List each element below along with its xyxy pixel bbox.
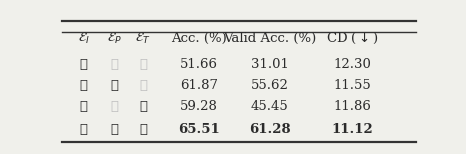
Text: ✓: ✓ xyxy=(80,58,88,71)
Text: ✗: ✗ xyxy=(110,100,118,113)
Text: ✓: ✓ xyxy=(80,100,88,113)
Text: ✓: ✓ xyxy=(80,123,88,136)
Text: 31.01: 31.01 xyxy=(251,58,288,71)
Text: ✓: ✓ xyxy=(110,123,118,136)
Text: ✓: ✓ xyxy=(139,123,147,136)
Text: 12.30: 12.30 xyxy=(334,58,371,71)
Text: 11.55: 11.55 xyxy=(334,79,371,92)
Text: 11.86: 11.86 xyxy=(334,100,371,113)
Text: 61.28: 61.28 xyxy=(249,123,290,136)
Text: 45.45: 45.45 xyxy=(251,100,288,113)
Text: ✗: ✗ xyxy=(139,79,147,92)
Text: ✓: ✓ xyxy=(80,79,88,92)
Text: 11.12: 11.12 xyxy=(332,123,373,136)
Text: 65.51: 65.51 xyxy=(178,123,220,136)
Text: CD ($\downarrow$): CD ($\downarrow$) xyxy=(326,31,379,46)
Text: $\mathcal{E}_T$: $\mathcal{E}_T$ xyxy=(135,31,151,46)
Text: ✗: ✗ xyxy=(139,58,147,71)
Text: ✓: ✓ xyxy=(139,100,147,113)
Text: 51.66: 51.66 xyxy=(180,58,218,71)
Text: $\mathcal{E}_P$: $\mathcal{E}_P$ xyxy=(107,31,122,46)
Text: ✓: ✓ xyxy=(110,79,118,92)
Text: Valid Acc. (%): Valid Acc. (%) xyxy=(223,32,316,45)
Text: 55.62: 55.62 xyxy=(251,79,288,92)
Text: Acc. (%): Acc. (%) xyxy=(171,32,227,45)
Text: 61.87: 61.87 xyxy=(180,79,218,92)
Text: $\mathcal{E}_I$: $\mathcal{E}_I$ xyxy=(77,31,89,46)
Text: 59.28: 59.28 xyxy=(180,100,218,113)
Text: ✗: ✗ xyxy=(110,58,118,71)
